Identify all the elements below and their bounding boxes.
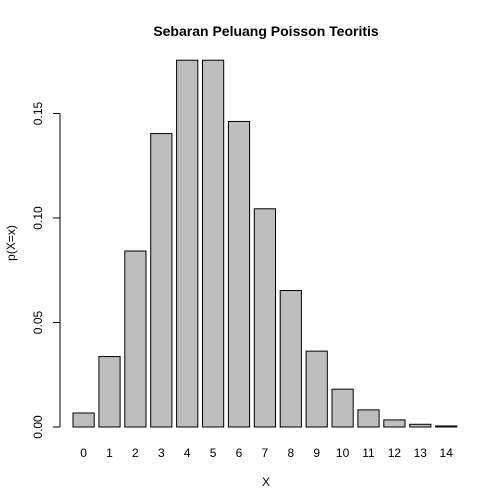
bar-5 <box>202 59 225 428</box>
x-tick-label-4: 4 <box>184 446 191 460</box>
x-tick-label-0: 0 <box>80 446 87 460</box>
y-tick-label: 0.15 <box>31 101 45 125</box>
x-tick-label-2: 2 <box>132 446 139 460</box>
y-tick-label: 0.05 <box>31 310 45 334</box>
bar-13 <box>409 423 432 428</box>
x-tick-label-8: 8 <box>287 446 294 460</box>
y-axis-label: p(X=x) <box>4 225 18 261</box>
bar-1 <box>98 356 121 428</box>
bar-12 <box>383 419 406 428</box>
bar-7 <box>253 208 277 428</box>
bar-4 <box>176 59 199 428</box>
bar-6 <box>227 120 251 428</box>
bar-14 <box>435 425 458 428</box>
x-tick-label-13: 13 <box>414 446 428 460</box>
x-axis-label: X <box>262 475 270 489</box>
x-tick-labels: 0 1 2 3 4 5 6 7 8 9 10 11 12 13 14 <box>80 446 453 460</box>
x-tick-label-11: 11 <box>362 446 375 460</box>
x-tick-label-1: 1 <box>106 446 113 460</box>
bar-10 <box>331 388 354 428</box>
bars-group <box>72 59 458 428</box>
x-tick-label-7: 7 <box>262 446 269 460</box>
x-tick-label-6: 6 <box>236 446 243 460</box>
y-tick-label: 0.10 <box>31 206 45 230</box>
x-tick-label-14: 14 <box>440 446 454 460</box>
bar-8 <box>279 290 302 428</box>
x-tick-label-3: 3 <box>158 446 165 460</box>
bar-3 <box>150 133 173 428</box>
x-tick-label-10: 10 <box>336 446 350 460</box>
chart-title: Sebaran Peluang Poisson Teoritis <box>153 23 379 39</box>
y-tick-label: 0.00 <box>31 415 45 439</box>
bar-9 <box>305 350 328 428</box>
x-tick-label-9: 9 <box>313 446 320 460</box>
x-tick-label-5: 5 <box>210 446 217 460</box>
bar-11 <box>357 409 380 428</box>
bar-2 <box>124 250 147 428</box>
bar-0 <box>72 412 95 428</box>
x-tick-label-12: 12 <box>388 446 402 460</box>
y-axis: 0.00 0.05 0.10 0.15 <box>31 101 61 439</box>
